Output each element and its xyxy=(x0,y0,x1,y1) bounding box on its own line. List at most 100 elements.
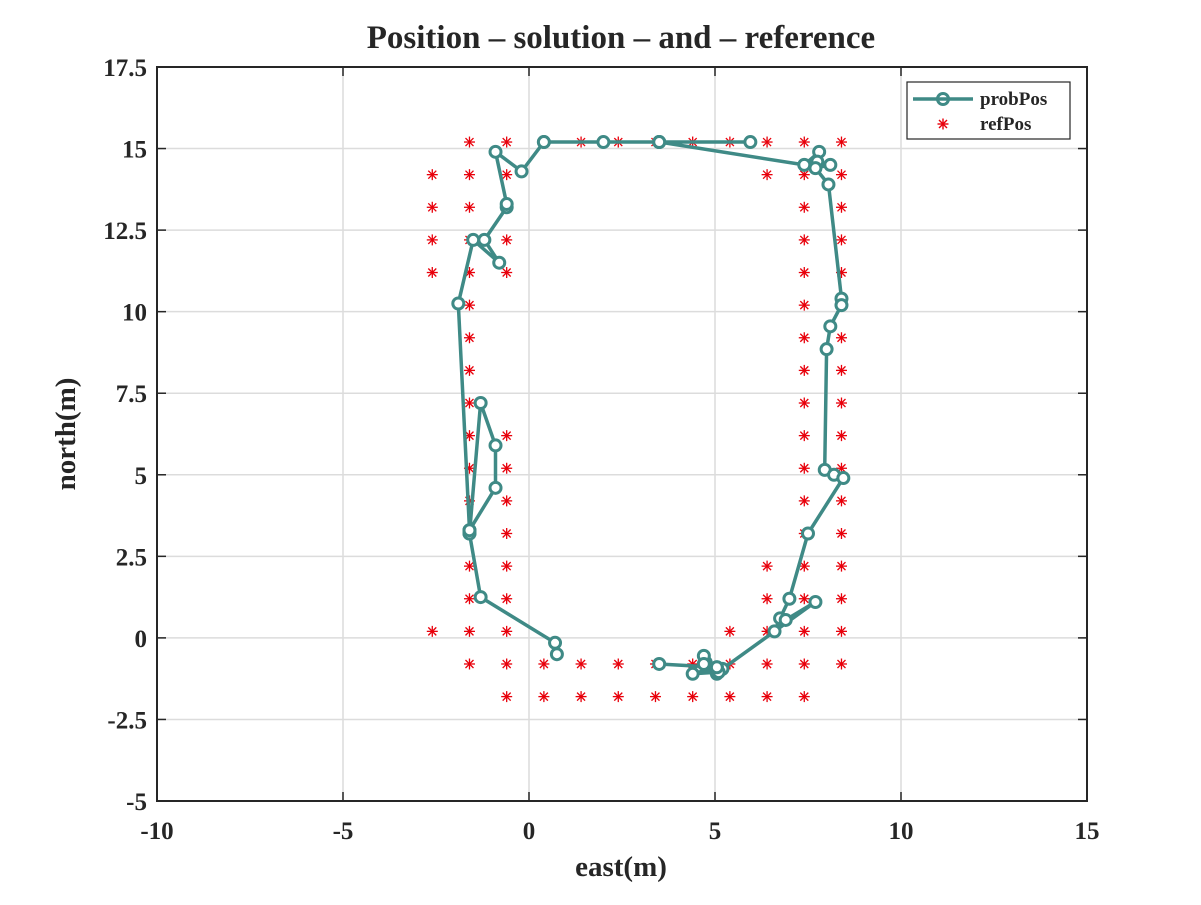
probpos-point xyxy=(823,319,838,334)
refpos-stroke xyxy=(799,365,809,375)
refpos-stroke xyxy=(837,496,846,506)
x-tick-label: 15 xyxy=(1075,818,1100,845)
refpos-stroke xyxy=(799,170,809,180)
refpos-stroke xyxy=(465,268,474,277)
refpos-point xyxy=(798,397,810,409)
refpos-stroke xyxy=(502,235,512,245)
probpos-point xyxy=(477,232,492,247)
refpos-point xyxy=(501,560,513,572)
refpos-stroke xyxy=(725,626,735,636)
refpos-point xyxy=(426,625,438,637)
refpos-point xyxy=(761,136,773,148)
refpos-point xyxy=(501,593,513,605)
refpos-point xyxy=(426,267,438,279)
legend-refpos-marker xyxy=(937,118,949,130)
probpos-point xyxy=(652,656,667,671)
refpos-point xyxy=(835,430,847,442)
probpos-point xyxy=(488,438,503,453)
y-tick-label: 17.5 xyxy=(103,55,147,82)
refpos-stroke xyxy=(427,170,437,180)
refpos-stroke xyxy=(799,333,809,343)
refpos-stroke xyxy=(465,398,474,408)
refpos-point xyxy=(798,169,810,181)
refpos-point xyxy=(798,495,810,507)
y-tick-label: 12.5 xyxy=(103,218,147,245)
refpos-point xyxy=(798,136,810,148)
y-tick-label: 5 xyxy=(135,463,148,490)
refpos-point xyxy=(761,560,773,572)
refpos-stroke xyxy=(502,170,512,180)
refpos-point xyxy=(835,332,847,344)
refpos-point xyxy=(463,593,475,605)
refpos-stroke xyxy=(613,659,623,669)
refpos-stroke xyxy=(762,594,772,604)
refpos-stroke xyxy=(465,431,474,441)
y-tick-label: 10 xyxy=(122,300,147,327)
refpos-point xyxy=(463,201,475,213)
probpos-point xyxy=(834,298,849,313)
refpos-stroke xyxy=(427,626,437,636)
refpos-point xyxy=(463,364,475,376)
probpos-point xyxy=(514,164,529,179)
x-tick-label: -10 xyxy=(140,818,173,845)
refpos-stroke xyxy=(837,561,846,571)
x-axis-label: east(m) xyxy=(575,851,667,883)
refpos-stroke xyxy=(799,626,809,636)
y-tick-label: 7.5 xyxy=(116,381,147,408)
refpos-point xyxy=(538,691,550,703)
x-tick-label: 0 xyxy=(523,818,536,845)
refpos-point xyxy=(798,201,810,213)
refpos-stroke xyxy=(465,170,474,180)
refpos-stroke xyxy=(725,692,735,702)
refpos-stroke xyxy=(502,561,512,571)
probpos-point xyxy=(797,157,812,172)
refpos-point xyxy=(649,691,661,703)
refpos-point xyxy=(501,691,513,703)
refpos-stroke xyxy=(799,431,809,441)
probpos-point xyxy=(492,255,507,270)
probpos-point xyxy=(821,177,836,192)
legend: probPos refPos xyxy=(906,81,1071,140)
refpos-stroke xyxy=(465,365,474,375)
refpos-stroke xyxy=(762,692,772,702)
refpos-point xyxy=(463,658,475,670)
refpos-stroke xyxy=(502,659,512,669)
probpos-point xyxy=(709,660,724,675)
refpos-point xyxy=(761,691,773,703)
probpos-point xyxy=(473,396,488,411)
refpos-stroke xyxy=(502,496,512,506)
probpos-point xyxy=(819,342,834,357)
refpos-stroke xyxy=(799,692,809,702)
refpos-point xyxy=(463,332,475,344)
series-layer xyxy=(426,135,851,703)
refpos-stroke xyxy=(837,529,846,538)
refpos-point xyxy=(463,136,475,148)
refpos-point xyxy=(798,658,810,670)
refpos-stroke xyxy=(762,561,772,571)
probpos-point xyxy=(488,480,503,495)
refpos-point xyxy=(798,593,810,605)
refpos-stroke xyxy=(502,594,512,604)
probpos-point xyxy=(536,135,551,150)
refpos-stroke xyxy=(837,659,846,669)
refpos-point xyxy=(501,136,513,148)
probpos-series xyxy=(451,135,851,681)
refpos-stroke xyxy=(576,692,586,702)
probpos-point xyxy=(652,135,667,150)
probpos-point xyxy=(767,624,782,639)
refpos-point xyxy=(835,234,847,246)
probpos-point xyxy=(549,647,564,662)
refpos-stroke xyxy=(799,496,809,506)
refpos-stroke xyxy=(799,235,809,245)
refpos-stroke xyxy=(799,594,809,604)
probpos-point xyxy=(473,590,488,605)
probpos-point xyxy=(808,161,823,176)
refpos-stroke xyxy=(539,659,549,669)
refpos-point xyxy=(798,430,810,442)
y-tick-label: -5 xyxy=(126,789,147,816)
refpos-point xyxy=(835,593,847,605)
